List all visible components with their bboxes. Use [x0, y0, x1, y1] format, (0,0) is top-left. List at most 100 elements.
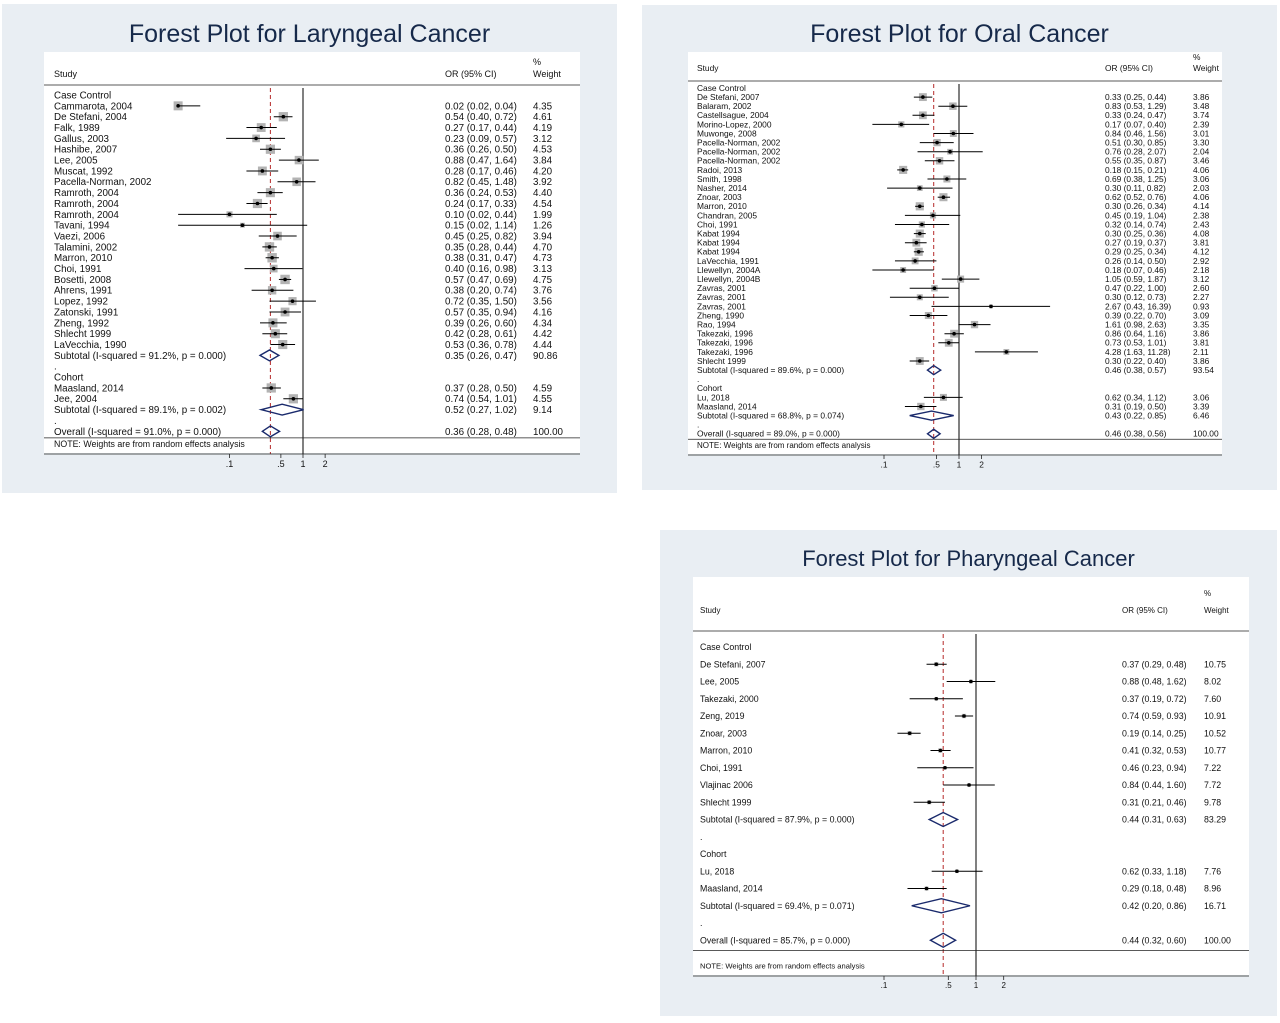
study-label: Nasher, 2014 [697, 183, 747, 193]
point-estimate [260, 169, 265, 173]
weight-value: 8.02 [1204, 677, 1221, 687]
forest-panel-pharyngeal: Forest Plot for Pharyngeal Cancer % Study… [660, 530, 1277, 1016]
or-ci-value: 1.61 (0.98, 2.63) [1105, 320, 1167, 330]
or-ci-value: 0.36 (0.24, 0.53) [445, 188, 517, 199]
study-label: Shlecht 1999 [700, 797, 751, 807]
weight-value: 3.86 [1193, 329, 1210, 339]
summary-diamond [926, 428, 942, 440]
or-ci-value: 0.88 (0.48, 1.62) [1122, 677, 1187, 687]
summary-diamond [258, 403, 304, 416]
weight-value: 6.46 [1193, 411, 1210, 421]
weight-value: 0.93 [1193, 301, 1210, 311]
study-label: Maasland, 2014 [54, 383, 124, 394]
or-ci-value: 0.30 (0.12, 0.73) [1105, 292, 1167, 302]
or-ci-value: 0.18 (0.07, 0.46) [1105, 265, 1167, 275]
study-label: Znoar, 2003 [697, 192, 742, 202]
summary-label: Overall (I-squared = 85.7%, p = 0.000) [700, 935, 850, 945]
study-label: Lee, 2005 [54, 156, 98, 167]
or-ci-value: 0.57 (0.47, 0.69) [445, 275, 517, 286]
study-label: Llewellyn, 2004A [697, 265, 761, 275]
point-estimate [989, 304, 993, 309]
or-ci-value: 0.33 (0.24, 0.47) [1105, 110, 1167, 120]
point-estimate [901, 168, 905, 172]
weight-value: 7.76 [1204, 866, 1221, 876]
summary-label: Overall (I-squared = 89.0%, p = 0.000) [697, 429, 840, 439]
study-label: Hashibe, 2007 [54, 145, 117, 156]
weight-value: 4.19 [533, 123, 552, 134]
study-label: Lu, 2018 [700, 866, 734, 876]
or-header: OR (95% CI) [1105, 63, 1153, 73]
summary-label: Subtotal (I-squared = 68.8%, p = 0.074) [697, 411, 844, 421]
weight-value: 93.54 [1193, 365, 1214, 375]
study-label: Znoar, 2003 [700, 728, 747, 738]
point-estimate [941, 195, 946, 199]
weight-header-percent: % [533, 57, 541, 67]
weight-value: 3.13 [533, 264, 553, 275]
weight-value: 3.06 [1193, 174, 1210, 184]
study-label: Takezaki, 1996 [697, 338, 753, 348]
x-tick-label: 1 [300, 459, 305, 469]
point-estimate [254, 136, 258, 141]
weight-value: 4.16 [533, 307, 553, 318]
summary-label: Subtotal (I-squared = 69.4%, p = 0.071) [700, 901, 855, 911]
study-header: Study [700, 606, 720, 615]
study-label: Marron, 2010 [700, 746, 752, 756]
summary-label: Subtotal (I-squared = 89.6%, p = 0.000) [697, 365, 844, 375]
study-label: Muscat, 1992 [54, 166, 113, 177]
point-estimate [958, 277, 963, 281]
or-ci-value: 0.10 (0.02, 0.44) [445, 210, 517, 221]
study-label: De Stefani, 2007 [697, 92, 760, 102]
point-estimate [917, 359, 922, 363]
weight-value: 3.30 [1193, 138, 1210, 148]
weight-value: 100.00 [1204, 935, 1231, 945]
point-estimate [972, 322, 977, 327]
point-estimate [270, 288, 274, 293]
or-ci-value: 0.72 (0.35, 1.50) [445, 297, 517, 308]
chart-title: Forest Plot for Oral Cancer [810, 20, 1109, 48]
or-ci-value: 0.18 (0.15, 0.21) [1105, 165, 1167, 175]
or-ci-value: 0.31 (0.21, 0.46) [1122, 797, 1187, 807]
or-ci-value: 0.19 (0.14, 0.25) [1122, 728, 1187, 738]
study-label: De Stefani, 2004 [54, 112, 128, 123]
or-ci-value: 0.36 (0.26, 0.50) [445, 145, 517, 156]
study-label: Zavras, 2001 [697, 283, 746, 293]
study-label: Talamini, 2002 [54, 242, 117, 253]
point-estimate [931, 213, 935, 218]
weight-value: 4.12 [1193, 247, 1210, 257]
weights-note: NOTE: Weights are from random effects an… [697, 441, 871, 450]
weight-value: 3.81 [1193, 338, 1210, 348]
x-tick-label: 2 [323, 459, 328, 469]
weight-value: 4.08 [1193, 229, 1210, 239]
or-ci-value: 0.86 (0.64, 1.16) [1105, 329, 1167, 339]
point-estimate [916, 250, 921, 254]
weight-value: 16.71 [1204, 901, 1226, 911]
x-tick-label: .5 [277, 459, 285, 469]
summary-label: Subtotal (I-squared = 89.1%, p = 0.002) [54, 405, 226, 416]
point-estimate [962, 714, 966, 718]
study-label: Balaram, 2002 [697, 101, 752, 111]
or-ci-value: 0.39 (0.22, 0.70) [1105, 310, 1167, 320]
forest-plot-laryngeal: % Study OR (95% CI) Weight Case ControlCamma… [44, 52, 580, 469]
point-estimate [907, 731, 912, 736]
point-estimate [938, 748, 943, 753]
point-estimate [283, 277, 287, 282]
study-label: Zheng, 1992 [54, 318, 109, 329]
or-ci-value: 1.05 (0.59, 1.87) [1105, 274, 1167, 284]
point-estimate [951, 104, 955, 108]
weight-value: 10.75 [1204, 659, 1226, 669]
weight-value: 7.60 [1204, 694, 1221, 704]
point-estimate [913, 259, 917, 263]
study-label: Smith, 1998 [697, 174, 742, 184]
weight-value: 2.92 [1193, 256, 1210, 266]
weight-value: 4.54 [533, 199, 553, 210]
weight-value: 3.86 [1193, 92, 1210, 102]
study-label: Kabat 1994 [697, 229, 740, 239]
or-ci-value: 0.32 (0.14, 0.74) [1105, 219, 1167, 229]
or-ci-value: 0.31 (0.19, 0.50) [1105, 401, 1167, 411]
weight-value: 100.00 [1193, 429, 1219, 439]
weight-value: 4.75 [533, 275, 553, 286]
study-label: Ramroth, 2004 [54, 210, 119, 221]
study-label: Lopez, 1992 [54, 297, 108, 308]
study-header: Study [54, 69, 78, 79]
forest-panel-oral: Forest Plot for Oral Cancer % Study OR (95… [642, 5, 1277, 490]
